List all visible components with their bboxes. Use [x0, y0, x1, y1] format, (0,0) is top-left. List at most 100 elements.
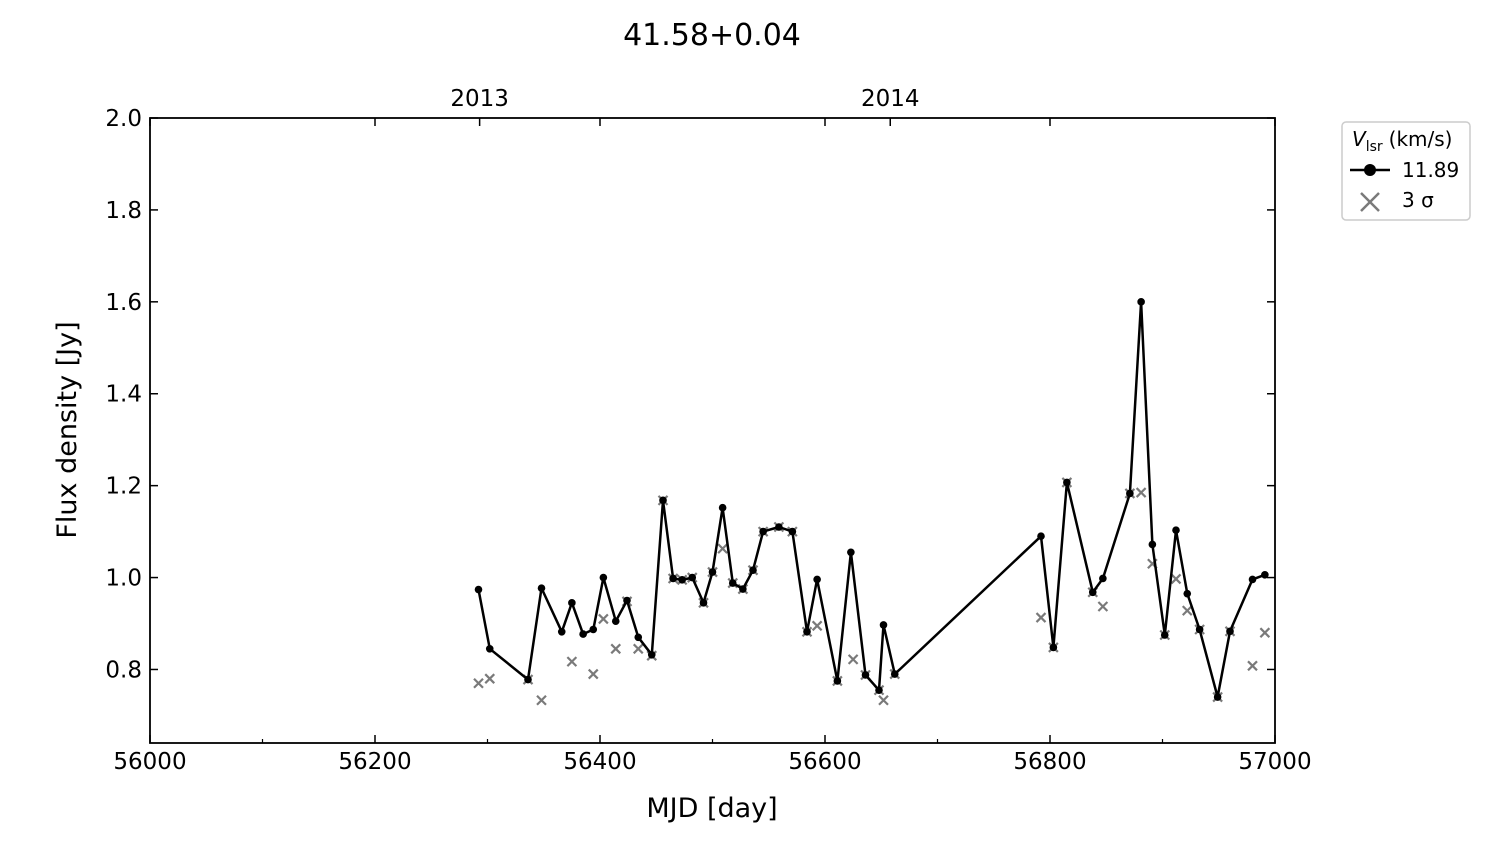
sigma-marker-stroke — [598, 613, 609, 625]
flux-point — [1183, 589, 1192, 598]
sigma-marker — [587, 668, 599, 680]
y-tick-label: 2.0 — [105, 106, 142, 132]
x-tick-label: 56000 — [113, 749, 186, 775]
sigma-marker-stroke — [1035, 612, 1047, 623]
y-tick-label: 0.8 — [105, 657, 142, 683]
flux-point — [568, 599, 576, 607]
legend-dot-marker — [1364, 164, 1376, 176]
flux-point — [688, 573, 697, 582]
y-tick-label: 1.2 — [105, 474, 142, 500]
legend-box — [1341, 121, 1471, 221]
flux-point — [890, 670, 899, 678]
flux-point — [1160, 631, 1169, 639]
x-tick-label: 56200 — [338, 749, 411, 775]
sigma-marker — [632, 643, 644, 655]
flux-point — [759, 527, 767, 536]
sigma-marker — [878, 694, 889, 706]
flux-point — [1213, 693, 1222, 701]
y-axis: 0.8 1.0 1.2 1.4 1.6 1.8 2.0 — [105, 106, 1275, 683]
flux-point — [847, 548, 855, 557]
flux-point — [678, 576, 686, 584]
sigma-marker — [1097, 601, 1109, 612]
sigma-marker-stroke — [1259, 627, 1271, 638]
sigma-marker — [598, 613, 609, 625]
flux-point — [599, 573, 608, 582]
sigma-marker-stroke — [1170, 573, 1182, 585]
flux-point — [875, 686, 883, 694]
flux-point — [1137, 298, 1145, 306]
top-year-label: 2014 — [861, 86, 920, 112]
sigma-marker-stroke — [566, 656, 578, 667]
sigma-marker-stroke — [484, 673, 496, 684]
sigma-marker — [717, 543, 728, 554]
flux-point — [557, 627, 566, 636]
x-tick-label: 56400 — [563, 749, 636, 775]
legend-title-unit: (km/s) — [1389, 127, 1453, 151]
y-tick-label: 1.0 — [105, 566, 142, 592]
flux-point — [634, 633, 643, 642]
sigma-marker-stroke — [717, 543, 728, 554]
flux-point — [803, 627, 811, 636]
flux-point — [1195, 625, 1204, 634]
flux-point — [813, 575, 821, 584]
flux-point — [739, 585, 747, 593]
flux-point — [1226, 627, 1234, 636]
sigma-marker — [1247, 660, 1258, 672]
flux-point — [749, 566, 757, 575]
sigma-marker — [811, 620, 823, 632]
legend-label-series: 11.89 — [1402, 158, 1459, 182]
sigma-marker-stroke — [632, 643, 644, 655]
flux-point — [1126, 489, 1134, 498]
flux-point — [879, 621, 888, 629]
flux-point — [1261, 571, 1269, 579]
flux-point — [474, 585, 483, 594]
flux-point — [788, 527, 797, 536]
flux-point — [1063, 478, 1071, 487]
sigma-marker-stroke — [610, 643, 622, 655]
plot-area-frame — [149, 117, 1276, 744]
sigma-marker-stroke — [878, 694, 889, 706]
sigma-marker — [1135, 487, 1147, 498]
legend-x-marker — [1360, 192, 1380, 212]
x-tick-label: 57000 — [1238, 749, 1311, 775]
sigma-marker — [847, 654, 859, 665]
flux-point — [718, 503, 727, 512]
flux-point — [1148, 540, 1157, 549]
flux-point — [647, 650, 656, 659]
flux-point — [485, 644, 494, 653]
legend-title: Vlsr (km/s) — [1352, 127, 1452, 155]
flux-point — [537, 584, 546, 592]
flux-point — [861, 671, 870, 679]
flux-point — [833, 677, 842, 685]
sigma-marker-stroke — [811, 620, 823, 632]
sigma-marker — [610, 643, 622, 655]
y-tick-label: 1.4 — [105, 382, 142, 408]
flux-point — [775, 523, 783, 531]
sigma-marker — [536, 694, 547, 706]
sigma-marker — [1035, 612, 1047, 623]
legend-title-v: V — [1352, 127, 1367, 151]
legend-label-sigma: 3 σ — [1402, 188, 1434, 212]
sigma-marker — [1181, 605, 1193, 616]
flux-point — [524, 675, 532, 684]
sigma-marker — [1259, 627, 1271, 638]
sigma-marker-stroke — [473, 677, 484, 689]
flux-point — [659, 496, 667, 505]
chart-title: 41.58+0.04 — [623, 18, 801, 53]
x-tick-label: 56600 — [788, 749, 861, 775]
flux-point — [1088, 588, 1097, 597]
x-axis: 56000 56200 56400 56600 56800 57000 — [113, 118, 1312, 775]
sigma-marker-stroke — [1247, 660, 1258, 672]
flux-series — [474, 298, 1269, 701]
flux-point — [699, 599, 708, 607]
flux-point — [1099, 574, 1107, 583]
flux-point — [611, 617, 620, 626]
y-tick-label: 1.6 — [105, 290, 142, 316]
sigma-marker-stroke — [847, 654, 859, 665]
sigma-marker-stroke — [1181, 605, 1193, 616]
flux-point — [579, 630, 587, 638]
sigma-marker — [566, 656, 578, 667]
flux-point — [1049, 643, 1058, 652]
legend: Vlsr (km/s) 11.89 3 σ — [1341, 121, 1471, 221]
